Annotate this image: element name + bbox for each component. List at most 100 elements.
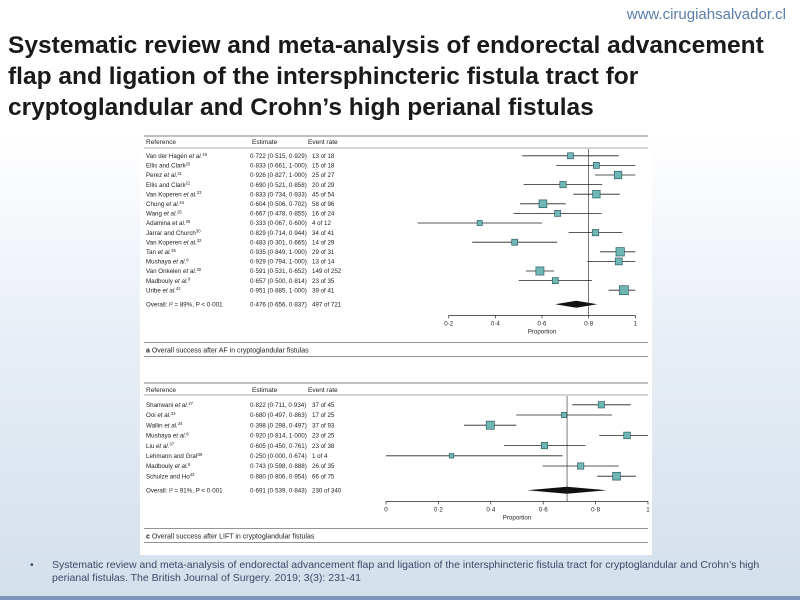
study-row: Tan et al.35 0·935 (0·849, 1·000) 29 of 31 xyxy=(146,247,636,257)
study-event-rate: 25 of 27 xyxy=(312,172,335,179)
caption-bullet: • xyxy=(30,559,34,571)
study-estimate: 0·880 (0·806, 0·954) xyxy=(250,473,307,480)
study-estimate: 0·680 (0·497, 0·863) xyxy=(250,412,307,419)
column-header-estimate: Estimate xyxy=(252,387,278,394)
column-header-estimate: Estimate xyxy=(252,139,278,146)
study-event-rate: 15 of 18 xyxy=(312,163,335,170)
study-name: Wang et al.25 xyxy=(146,209,182,217)
study-name: Jarrar and Church30 xyxy=(146,229,201,237)
study-event-rate: 45 of 54 xyxy=(312,191,335,198)
estimate-square xyxy=(592,190,601,199)
study-estimate: 0·833 (0·661, 1·000) xyxy=(250,163,307,170)
study-row: Schulze and Ho43 0·880 (0·806, 0·954) 66 o… xyxy=(146,471,636,481)
study-event-rate: 4 of 12 xyxy=(312,220,331,227)
column-header-event-rate: Event rate xyxy=(308,139,338,146)
study-name: Madbouly et al.9 xyxy=(146,462,191,470)
overall-label: Overall: I² = 91%, P < 0·001 xyxy=(146,487,223,494)
estimate-square xyxy=(612,471,621,481)
study-row: Liu et al.37 0·605 (0·450, 0·761) 23 of 38 xyxy=(146,442,586,450)
panel-title: a Overall success after AF in cryptoglan… xyxy=(146,347,309,354)
study-row: Van Onkelen et al.40 0·591 (0·531, 0·652)… xyxy=(146,266,555,276)
study-estimate: 0·926 (0·827, 1·000) xyxy=(250,172,307,179)
study-name: Ooi et al.33 xyxy=(146,411,176,419)
x-tick-label: 0·6 xyxy=(538,320,548,327)
study-name: Mushaya et al.8 xyxy=(146,431,189,439)
estimate-square xyxy=(591,229,599,237)
study-estimate: 0·657 (0·500, 0·814) xyxy=(250,278,307,285)
study-estimate: 0·605 (0·450, 0·761) xyxy=(250,443,307,450)
study-event-rate: 14 of 29 xyxy=(312,239,335,246)
study-estimate: 0·833 (0·734, 0·933) xyxy=(250,191,307,198)
estimate-square xyxy=(593,162,600,169)
study-row: Madbouly et al.9 0·743 (0·598, 0·888) 26 o… xyxy=(146,462,619,470)
caption-text: Systematic review and meta-analysis of e… xyxy=(52,559,760,584)
study-name: Mushaya et al.8 xyxy=(146,257,189,265)
study-name: Ellis and Clark20 xyxy=(146,161,191,169)
study-event-rate: 13 of 18 xyxy=(312,153,335,160)
study-estimate: 0·690 (0·521, 0·858) xyxy=(250,182,307,189)
citation-caption: • Systematic review and meta-analysis of… xyxy=(30,559,790,585)
study-event-rate: 23 of 35 xyxy=(312,278,335,285)
study-event-rate: 17 of 25 xyxy=(312,412,335,419)
study-name: Shanwani et al.27 xyxy=(146,401,194,409)
study-row: Lehmann and Graf39 0·250 (0·000, 0·674) 1 … xyxy=(146,452,563,460)
panel-title: c Overall success after LIFT in cryptogl… xyxy=(146,533,315,540)
study-name: Uribe et al.42 xyxy=(146,286,181,294)
study-row: Wang et al.25 0·667 (0·478, 0·855) 16 of 2… xyxy=(146,209,602,218)
study-row: Perez et al.21 0·926 (0·827, 1·000) 25 of … xyxy=(146,170,636,180)
study-name: Van Koperen et al.23 xyxy=(146,190,202,198)
study-name: Lehmann and Graf39 xyxy=(146,452,203,460)
study-name: Chung et al.24 xyxy=(146,200,185,208)
study-row: Madbouly et al.9 0·657 (0·500, 0·814) 23 o… xyxy=(146,277,592,285)
study-row: Ellis and Clark22 0·690 (0·521, 0·858) 20 … xyxy=(146,181,603,189)
study-event-rate: 37 of 93 xyxy=(312,422,335,429)
estimate-square xyxy=(476,220,483,226)
estimate-square xyxy=(538,199,548,209)
estimate-square xyxy=(577,462,585,470)
study-row: Ellis and Clark20 0·833 (0·661, 1·000) 15 … xyxy=(146,161,636,170)
study-event-rate: 58 of 96 xyxy=(312,201,335,208)
study-event-rate: 23 of 38 xyxy=(312,443,335,450)
study-event-rate: 16 of 24 xyxy=(312,211,335,218)
study-row: Chung et al.24 0·604 (0·506, 0·702) 58 of … xyxy=(146,199,566,209)
study-event-rate: 149 of 252 xyxy=(312,268,342,275)
study-event-rate: 13 of 14 xyxy=(312,259,335,266)
estimate-square xyxy=(541,442,549,450)
column-header-reference: Reference xyxy=(146,139,176,146)
estimate-square xyxy=(551,277,559,284)
study-estimate: 0·667 (0·478, 0·855) xyxy=(250,211,307,218)
study-event-rate: 26 of 35 xyxy=(312,463,335,470)
study-name: Tan et al.35 xyxy=(146,248,176,256)
forest-plot-svg: Reference Estimate Event rate Van der Hagen… xyxy=(144,135,650,543)
x-tick-label: 0 xyxy=(384,506,388,513)
study-event-rate: 34 of 41 xyxy=(312,230,335,237)
study-estimate: 0·591 (0·531, 0·652) xyxy=(250,268,307,275)
study-row: Wallin et al.34 0·398 (0·298, 0·497) 37 of… xyxy=(146,420,517,430)
study-row: Adamina et al.26 0·333 (0·067, 0·600) 4 of… xyxy=(146,219,542,227)
estimate-square xyxy=(561,411,568,419)
estimate-square xyxy=(614,257,623,266)
estimate-square xyxy=(613,170,623,180)
overall-estimate: 0·476 (0·656, 0·837) xyxy=(250,301,307,308)
x-tick-label: 0·4 xyxy=(486,506,496,513)
study-event-rate: 1 of 4 xyxy=(312,453,328,460)
study-event-rate: 39 of 41 xyxy=(312,287,335,294)
x-tick-label: 1 xyxy=(634,320,638,327)
estimate-square xyxy=(485,420,495,430)
study-event-rate: 23 of 25 xyxy=(312,433,335,440)
estimate-square xyxy=(623,431,631,440)
study-estimate: 0·920 (0·814, 1·000) xyxy=(250,433,307,440)
study-event-rate: 20 of 29 xyxy=(312,182,335,189)
study-estimate: 0·822 (0·711, 0·934) xyxy=(250,402,306,409)
study-row: Van der Hagen et al.18 0·722 (0·515, 0·92… xyxy=(146,152,619,160)
study-row: Mushaya et al.8 0·929 (0·794, 1·000) 13 of… xyxy=(146,257,636,266)
study-estimate: 0·935 (0·849, 1·000) xyxy=(250,249,307,256)
x-tick-label: 0·2 xyxy=(444,320,454,327)
x-tick-label: 0·8 xyxy=(584,320,594,327)
x-tick-label: 0·8 xyxy=(591,506,601,513)
estimate-square xyxy=(567,152,574,160)
overall-label: Overall: I² = 89%, P < 0·001 xyxy=(146,301,223,308)
estimate-square xyxy=(615,247,625,257)
study-event-rate: 37 of 45 xyxy=(312,402,335,409)
estimate-square xyxy=(448,453,455,459)
